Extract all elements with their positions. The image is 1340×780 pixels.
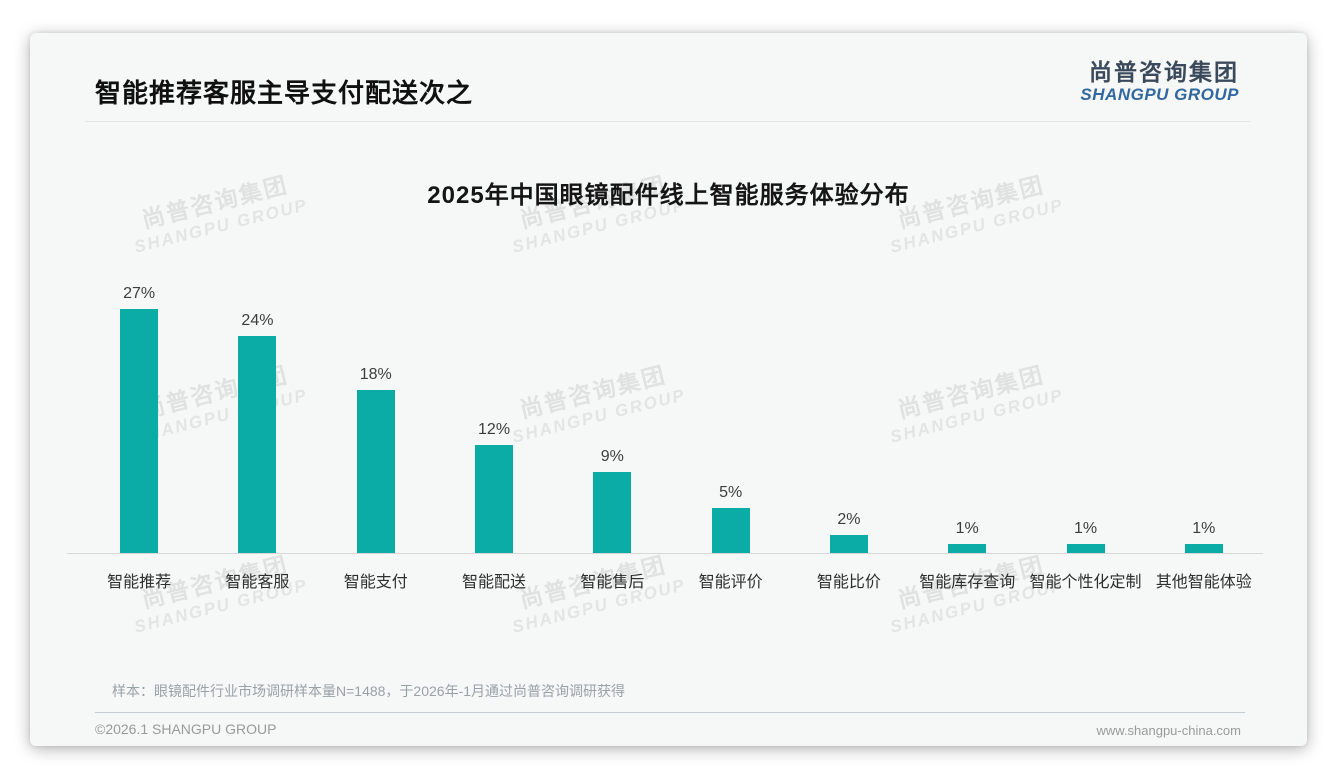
x-axis-line: [67, 553, 1263, 554]
category-label: 智能配送: [462, 574, 527, 591]
chart-column: 1% 其他智能体验: [1145, 273, 1263, 591]
chart-bar: [356, 390, 395, 553]
sample-footnote: 样本：眼镜配件行业市场调研样本量N=1488，于2026年-1月通过尚普咨询调研…: [112, 683, 626, 699]
bar-value-label: 12%: [478, 420, 511, 438]
chart-bar: [593, 471, 632, 553]
chart-column: 9% 智能售后: [553, 273, 671, 591]
company-logo: 尚普咨询集团 SHANGPU GROUP: [1080, 59, 1239, 105]
category-label: 智能支付: [343, 574, 408, 591]
chart-bar: [948, 543, 987, 553]
category-label: 智能推荐: [107, 574, 172, 591]
bar-value-label: 24%: [241, 312, 274, 330]
bar-value-label: 1%: [955, 519, 979, 537]
logo-cn-text: 尚普咨询集团: [1089, 59, 1239, 85]
bar-value-label: 18%: [359, 366, 392, 384]
chart-bar: [120, 308, 159, 553]
chart-bar: [711, 507, 750, 553]
footer-copyright: ©2026.1 SHANGPU GROUP: [95, 721, 277, 737]
bar-value-label: 9%: [600, 447, 624, 465]
category-label: 智能个性化定制: [1029, 574, 1142, 591]
chart-column: 5% 智能评价: [671, 273, 789, 591]
bar-value-label: 2%: [837, 510, 861, 528]
chart-column: 1% 智能个性化定制: [1026, 273, 1144, 591]
header-divider: [85, 121, 1250, 122]
bar-chart: 27% 智能推荐 24% 智能客服 18% 智能支付 12% 智能配送 9% 智能售后 5% 智能评价…: [80, 273, 1263, 591]
bar-value-label: 1%: [1073, 519, 1098, 537]
chart-column: 18% 智能支付: [317, 273, 435, 591]
chart-bar: [829, 534, 868, 553]
page-title: 智能推荐客服主导支付配送次之: [95, 78, 474, 108]
bar-value-label: 1%: [1192, 519, 1216, 537]
chart-column: 1% 智能库存查询: [908, 273, 1026, 591]
bar-value-label: 5%: [719, 483, 743, 501]
chart-bar: [1184, 543, 1223, 553]
category-label: 智能库存查询: [919, 574, 1016, 591]
chart-title: 2025年中国眼镜配件线上智能服务体验分布: [427, 182, 910, 209]
category-label: 其他智能体验: [1155, 574, 1252, 591]
chart-column: 12% 智能配送: [435, 273, 553, 591]
logo-en-text: SHANGPU GROUP: [1080, 85, 1239, 105]
chart-bar: [238, 336, 277, 553]
chart-column: 27% 智能推荐: [80, 273, 198, 591]
chart-bar: [475, 444, 514, 553]
chart-column: 24% 智能客服: [198, 273, 316, 591]
category-label: 智能比价: [816, 574, 881, 591]
chart-bar: [1066, 543, 1105, 553]
bar-value-label: 27%: [123, 284, 156, 302]
category-label: 智能售后: [580, 574, 645, 591]
category-label: 智能客服: [225, 574, 290, 591]
footer-website: www.shangpu-china.com: [1096, 723, 1241, 738]
slide-card: 尚普咨询集团 SHANGPU GROUP 尚普咨询集团 SHANGPU GROUP …: [30, 33, 1307, 746]
footer-divider: [95, 712, 1245, 713]
chart-column: 2% 智能比价: [790, 273, 908, 591]
category-label: 智能评价: [698, 574, 763, 591]
